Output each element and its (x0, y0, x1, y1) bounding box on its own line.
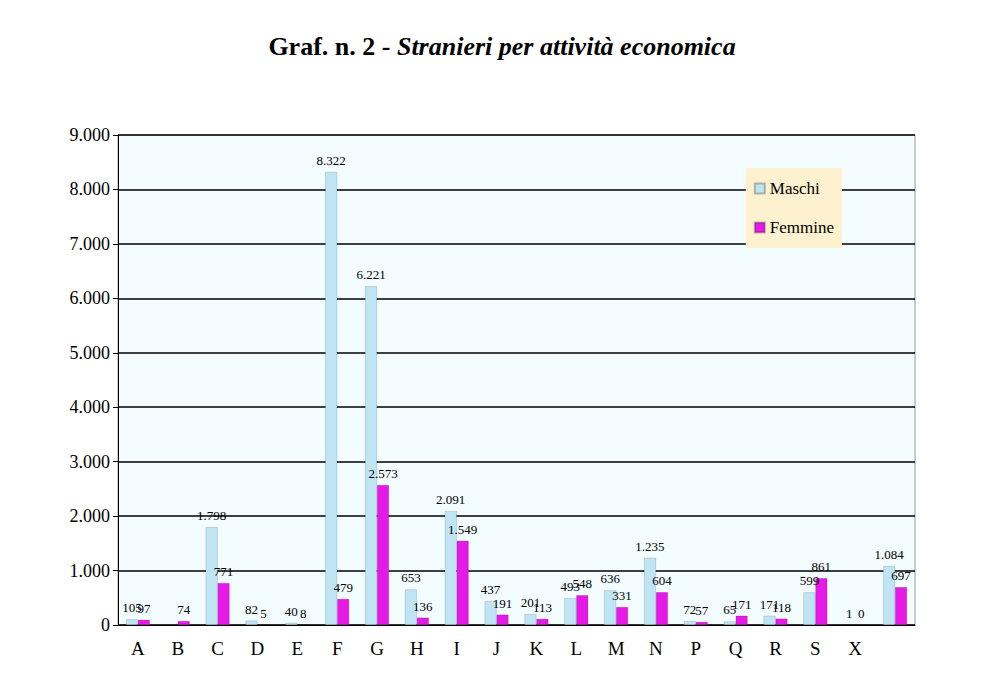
svg-text:1.000: 1.000 (70, 561, 111, 581)
svg-text:R: R (769, 638, 782, 659)
svg-text:171: 171 (732, 597, 752, 612)
svg-text:F: F (332, 638, 343, 659)
svg-text:636: 636 (600, 571, 620, 586)
svg-text:8.000: 8.000 (70, 179, 111, 199)
svg-text:74: 74 (177, 602, 191, 617)
svg-text:I: I (454, 638, 460, 659)
svg-text:0: 0 (858, 606, 865, 621)
svg-text:8.322: 8.322 (317, 153, 346, 168)
svg-text:331: 331 (612, 588, 632, 603)
svg-text:493: 493 (560, 579, 580, 595)
svg-text:9.000: 9.000 (70, 125, 111, 145)
svg-text:C: C (211, 638, 224, 659)
svg-text:M: M (608, 638, 625, 659)
svg-text:201: 201 (520, 595, 541, 611)
svg-text:1.798: 1.798 (197, 508, 226, 523)
svg-text:S: S (810, 638, 821, 659)
svg-text:P: P (691, 638, 702, 659)
svg-text:5.000: 5.000 (70, 343, 111, 363)
svg-text:136: 136 (413, 599, 433, 614)
svg-text:4.000: 4.000 (70, 397, 111, 417)
svg-text:57: 57 (695, 603, 709, 618)
svg-text:1.549: 1.549 (448, 522, 477, 537)
svg-text:3.000: 3.000 (70, 452, 111, 472)
svg-text:1: 1 (846, 606, 853, 621)
svg-text:65: 65 (723, 602, 737, 618)
svg-text:6.221: 6.221 (356, 267, 385, 282)
svg-text:Stranieri per attività economi: Stranieri per attività economica (397, 32, 736, 61)
svg-text:653: 653 (401, 570, 421, 585)
svg-text:40: 40 (285, 604, 298, 619)
svg-text:2.091: 2.091 (436, 492, 465, 507)
svg-text:599: 599 (800, 573, 820, 588)
svg-text:8: 8 (300, 606, 307, 621)
svg-text:K: K (530, 638, 544, 659)
svg-text:0: 0 (101, 615, 110, 635)
svg-text:861: 861 (812, 559, 832, 574)
svg-text:1.084: 1.084 (874, 547, 904, 562)
svg-text:97: 97 (137, 601, 151, 616)
svg-text:105: 105 (122, 600, 142, 616)
svg-text:Q: Q (729, 638, 743, 659)
svg-text:7.000: 7.000 (70, 234, 111, 254)
svg-text:2.000: 2.000 (70, 506, 111, 526)
svg-text:X: X (848, 638, 862, 659)
svg-text:697: 697 (891, 568, 911, 583)
svg-text:G: G (370, 638, 384, 659)
svg-text:Graf. n. 2 -: Graf. n. 2 - (268, 32, 397, 61)
svg-text:D: D (251, 638, 265, 659)
svg-text:437: 437 (480, 582, 501, 598)
svg-text:J: J (493, 638, 500, 659)
svg-text:B: B (171, 638, 184, 659)
svg-text:H: H (410, 638, 424, 659)
svg-text:1.235: 1.235 (635, 539, 664, 554)
svg-text:N: N (649, 638, 663, 659)
svg-text:479: 479 (333, 580, 353, 595)
svg-text:Femmine: Femmine (770, 218, 834, 237)
svg-text:2.573: 2.573 (368, 466, 397, 481)
svg-text:113: 113 (533, 600, 552, 615)
svg-text:72: 72 (683, 602, 697, 618)
svg-text:171: 171 (759, 596, 780, 612)
svg-text:191: 191 (493, 596, 513, 611)
svg-text:5: 5 (260, 606, 267, 621)
svg-text:L: L (570, 638, 582, 659)
svg-text:118: 118 (772, 600, 791, 615)
svg-text:A: A (131, 638, 145, 659)
svg-text:604: 604 (652, 573, 672, 588)
svg-text:6.000: 6.000 (70, 288, 111, 308)
svg-text:771: 771 (214, 564, 234, 579)
svg-text:548: 548 (573, 576, 593, 591)
svg-text:E: E (292, 638, 304, 659)
svg-text:82: 82 (245, 602, 258, 617)
svg-text:Maschi: Maschi (770, 179, 820, 198)
